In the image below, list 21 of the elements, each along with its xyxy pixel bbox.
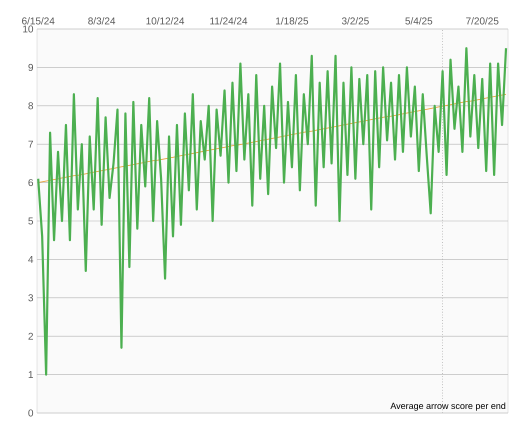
y-tick-label: 10	[23, 25, 34, 33]
y-tick-label: 7	[28, 140, 33, 148]
y-tick-label: 2	[28, 332, 33, 340]
y-tick-label: 4	[28, 256, 34, 263]
y-tick-label: 1	[28, 371, 34, 378]
line-series	[37, 47, 508, 376]
x-tick-label: 11/24/24	[210, 17, 248, 24]
y-tick-label: 3	[28, 294, 34, 302]
x-tick-label: 1/18/25	[276, 17, 308, 24]
x-tick-label: 8/3/24	[88, 17, 116, 24]
x-tick-label: 7/20/25	[466, 17, 498, 24]
x-tick-label: 3/2/25	[342, 17, 369, 24]
y-tick-label: 0	[28, 409, 34, 417]
y-tick-label: 8	[28, 102, 34, 110]
x-tick-label: 6/15/24	[22, 17, 55, 24]
x-tick-label: 5/4/25	[405, 17, 432, 24]
x-tick-label: 10/12/24	[146, 17, 184, 24]
y-tick-label: 9	[28, 64, 34, 71]
y-tick-label: 5	[28, 218, 34, 224]
annotation: Average arrow score per end	[390, 402, 506, 411]
y-tick-label: 6	[28, 179, 34, 186]
